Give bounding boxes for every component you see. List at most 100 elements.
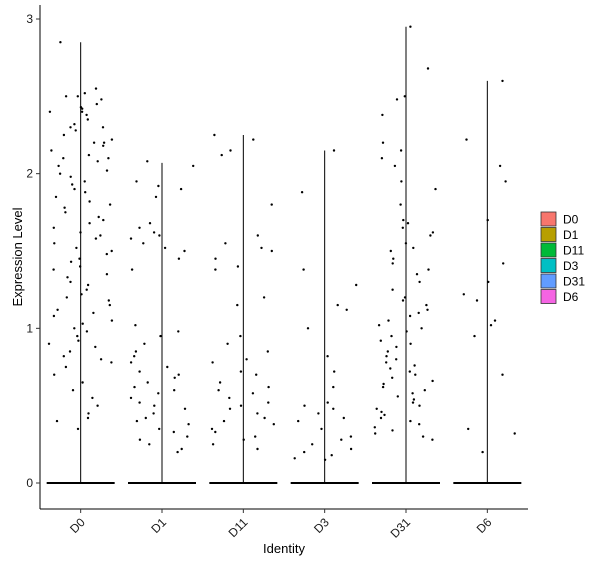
point-D1 bbox=[129, 396, 133, 400]
point-D1 bbox=[152, 231, 156, 234]
point-D31 bbox=[399, 203, 402, 206]
point-D31 bbox=[413, 364, 416, 367]
point-D31 bbox=[408, 370, 411, 373]
point-D3 bbox=[342, 416, 345, 420]
point-D0 bbox=[97, 215, 100, 219]
point-D0 bbox=[102, 141, 106, 144]
point-D0 bbox=[78, 257, 81, 260]
point-D11 bbox=[229, 149, 232, 152]
point-D1 bbox=[157, 184, 160, 188]
x-tick-label: D0 bbox=[67, 515, 88, 536]
legend-key-D0 bbox=[540, 211, 557, 227]
point-D0 bbox=[95, 102, 99, 106]
point-D1 bbox=[148, 222, 152, 225]
point-D3 bbox=[311, 443, 314, 446]
point-D0 bbox=[83, 92, 87, 95]
point-D0 bbox=[94, 87, 98, 90]
point-D31 bbox=[389, 367, 392, 370]
point-D3 bbox=[326, 401, 329, 404]
point-D0 bbox=[108, 203, 112, 206]
point-D11 bbox=[270, 249, 273, 253]
point-D0 bbox=[81, 322, 84, 325]
point-D0 bbox=[87, 153, 91, 157]
point-D0 bbox=[102, 218, 105, 222]
point-D31 bbox=[385, 361, 388, 364]
point-D6 bbox=[481, 450, 484, 454]
point-D31 bbox=[375, 407, 378, 410]
point-D31 bbox=[392, 257, 395, 260]
point-D3 bbox=[345, 308, 348, 311]
point-D31 bbox=[383, 413, 386, 417]
point-D11 bbox=[222, 419, 226, 423]
point-D31 bbox=[408, 314, 412, 318]
point-D11 bbox=[226, 342, 229, 345]
point-D31 bbox=[395, 358, 398, 361]
x-tick-label: D3 bbox=[311, 515, 332, 536]
point-D1 bbox=[166, 365, 169, 369]
point-D0 bbox=[79, 231, 82, 234]
point-D3 bbox=[320, 427, 323, 431]
point-D3 bbox=[332, 149, 336, 152]
point-D31 bbox=[417, 311, 420, 315]
point-D0 bbox=[74, 129, 77, 132]
point-D0 bbox=[110, 249, 113, 253]
point-D0 bbox=[86, 416, 90, 420]
point-D31 bbox=[421, 435, 425, 438]
point-D0 bbox=[105, 169, 109, 172]
legend-label-D3: D3 bbox=[563, 259, 579, 273]
point-D1 bbox=[133, 355, 136, 358]
point-D0 bbox=[59, 41, 62, 44]
point-D0 bbox=[86, 283, 90, 287]
point-D31 bbox=[427, 268, 430, 271]
y-tick-label: 1 bbox=[26, 321, 33, 335]
point-D0 bbox=[62, 157, 65, 160]
point-D31 bbox=[431, 231, 435, 234]
point-D31 bbox=[400, 180, 403, 183]
legend-key-D3 bbox=[540, 258, 557, 273]
point-D31 bbox=[401, 226, 404, 229]
point-D6 bbox=[513, 432, 516, 435]
point-D0 bbox=[99, 358, 103, 361]
point-D31 bbox=[411, 401, 415, 404]
point-D0 bbox=[87, 412, 90, 415]
point-D0 bbox=[53, 373, 56, 376]
point-D0 bbox=[105, 273, 109, 276]
point-D0 bbox=[50, 149, 53, 152]
y-tick-label: 0 bbox=[26, 476, 33, 490]
point-D1 bbox=[153, 404, 156, 407]
point-D11 bbox=[267, 385, 270, 389]
point-D3 bbox=[330, 454, 333, 457]
point-D0 bbox=[55, 419, 59, 423]
y-tick-label: 3 bbox=[26, 12, 33, 26]
point-D0 bbox=[80, 293, 83, 296]
point-D11 bbox=[242, 438, 245, 441]
point-D3 bbox=[349, 435, 353, 438]
x-tick-label: D31 bbox=[388, 515, 414, 541]
point-D31 bbox=[403, 296, 407, 299]
point-D3 bbox=[323, 458, 327, 461]
point-D0 bbox=[85, 330, 89, 333]
point-D0 bbox=[86, 118, 90, 121]
point-D0 bbox=[78, 265, 82, 268]
point-D11 bbox=[245, 358, 248, 361]
point-D11 bbox=[214, 268, 217, 271]
point-D11 bbox=[213, 133, 216, 137]
point-D11 bbox=[211, 361, 214, 364]
point-D0 bbox=[62, 133, 66, 137]
point-D3 bbox=[306, 327, 310, 330]
point-D31 bbox=[391, 262, 394, 265]
point-D11 bbox=[218, 381, 222, 384]
point-D1 bbox=[179, 187, 183, 191]
point-D6 bbox=[502, 262, 505, 265]
point-D6 bbox=[493, 319, 497, 322]
point-D1 bbox=[138, 370, 141, 373]
point-D31 bbox=[404, 242, 408, 245]
point-D31 bbox=[391, 429, 394, 432]
point-D0 bbox=[68, 350, 72, 353]
point-D31 bbox=[405, 330, 408, 333]
point-D1 bbox=[158, 234, 161, 237]
y-axis-title: Expression Level bbox=[10, 207, 25, 306]
point-D0 bbox=[52, 226, 55, 229]
point-D3 bbox=[303, 404, 306, 407]
